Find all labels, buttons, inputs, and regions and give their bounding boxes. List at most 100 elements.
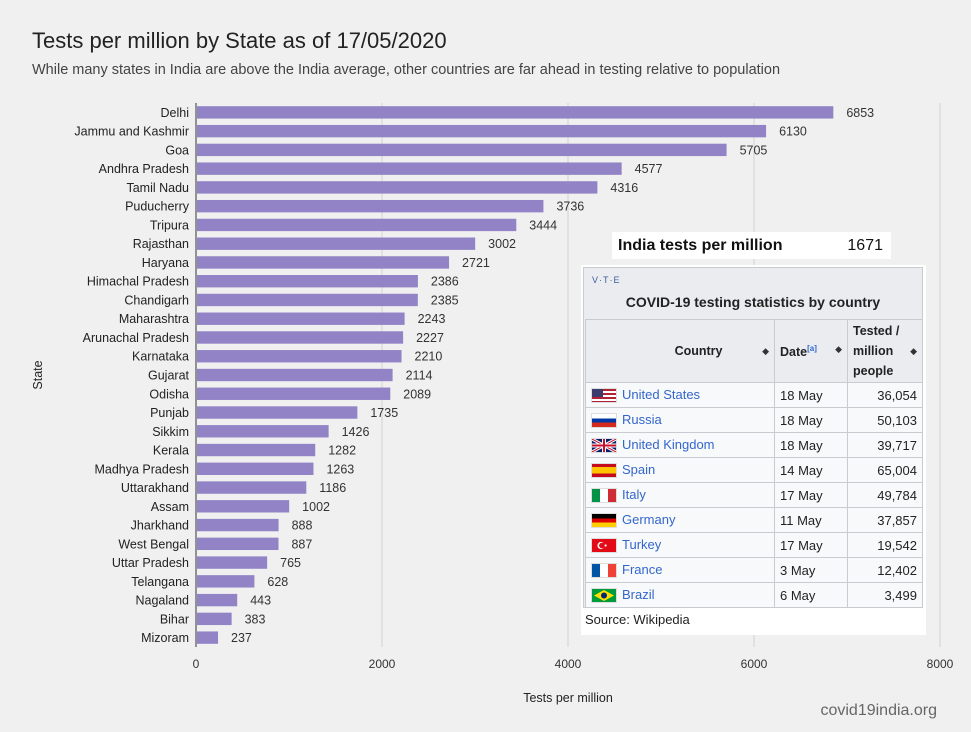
data-label: 2089	[403, 387, 431, 401]
data-label: 2210	[415, 350, 443, 364]
category-label: Madhya Pradesh	[94, 462, 189, 476]
sort-icon[interactable]: ◆	[835, 344, 842, 355]
turkey-flag-icon	[591, 538, 617, 554]
data-label: 6853	[846, 106, 874, 120]
tested-cell: 50,103	[847, 407, 923, 433]
france-flag-icon	[591, 563, 617, 579]
country-link[interactable]: Germany	[622, 511, 676, 527]
chart-title: Tests per million by State as of 17/05/2…	[32, 28, 447, 53]
country-cell: Germany	[585, 507, 775, 533]
bar	[197, 199, 544, 213]
bar	[197, 312, 405, 325]
data-label: 4577	[635, 162, 663, 176]
category-label: Maharashtra	[119, 312, 189, 326]
brazil-flag-icon	[591, 588, 617, 604]
data-label: 6130	[779, 125, 807, 139]
bar	[197, 218, 517, 232]
data-label: 4316	[610, 181, 638, 195]
table-row: United Kingdom 18 May 39,717	[585, 432, 923, 458]
category-label: Delhi	[161, 106, 190, 120]
y-axis-title: State	[31, 360, 45, 389]
bar	[197, 443, 316, 457]
col-header-country[interactable]: Country ◆	[585, 319, 775, 383]
col-header-tested[interactable]: Tested / million ◆ people	[847, 319, 923, 383]
table-row: France 3 May 12,402	[585, 557, 923, 583]
bar	[197, 181, 598, 194]
wiki-table: Country ◆ Date[a] ◆ Tested / million ◆ p…	[585, 319, 923, 608]
category-label: Himachal Pradesh	[87, 275, 189, 289]
sort-icon[interactable]: ◆	[910, 346, 917, 356]
date-cell: 18 May	[774, 407, 848, 433]
wiki-table-box: V·T·E COVID-19 testing statistics by cou…	[583, 267, 923, 608]
x-tick-label: 6000	[741, 657, 768, 671]
data-label: 3444	[529, 218, 557, 232]
category-label: Assam	[151, 500, 189, 514]
col-header-date[interactable]: Date[a] ◆	[774, 319, 848, 383]
table-row: Turkey 17 May 19,542	[585, 532, 923, 558]
category-label: Karnataka	[132, 350, 189, 364]
data-label: 2386	[431, 275, 459, 289]
category-label: Uttarakhand	[121, 481, 189, 495]
category-label: Gujarat	[148, 369, 190, 383]
country-link[interactable]: Russia	[622, 411, 662, 427]
bar	[197, 106, 834, 119]
table-row: Brazil 6 May 3,499	[585, 582, 923, 608]
category-label: Kerala	[153, 444, 189, 458]
bar	[197, 518, 279, 532]
sort-icon[interactable]: ◆	[762, 346, 769, 356]
date-cell: 18 May	[774, 382, 848, 408]
category-label: Nagaland	[135, 594, 189, 608]
x-tick-label: 2000	[369, 657, 396, 671]
data-label: 1282	[328, 444, 356, 458]
category-label: Tamil Nadu	[126, 181, 189, 195]
bar	[197, 593, 238, 607]
bar	[197, 406, 358, 419]
country-link[interactable]: Spain	[622, 461, 656, 477]
x-tick-label: 0	[193, 657, 200, 671]
country-link[interactable]: United Kingdom	[622, 436, 715, 452]
country-cell: Turkey	[585, 532, 775, 558]
bar	[197, 575, 255, 588]
country-cell: Russia	[585, 407, 775, 433]
bar	[197, 124, 767, 138]
category-label: Andhra Pradesh	[99, 162, 189, 176]
category-label: Arunachal Pradesh	[83, 331, 189, 345]
india-tests-value: 1671	[847, 236, 883, 254]
bar	[197, 387, 391, 400]
date-cell: 11 May	[774, 507, 848, 533]
date-cell: 14 May	[774, 457, 848, 483]
bar	[197, 612, 232, 626]
country-cell: Spain	[585, 457, 775, 483]
country-link[interactable]: United States	[622, 386, 701, 402]
country-cell: Italy	[585, 482, 775, 508]
bar	[197, 256, 450, 269]
data-label: 2385	[431, 293, 459, 307]
category-label: Goa	[165, 143, 189, 157]
bar	[197, 500, 290, 513]
country-link[interactable]: Turkey	[622, 536, 662, 552]
category-label: Bihar	[160, 612, 189, 626]
tested-cell: 12,402	[847, 557, 923, 583]
data-label: 237	[231, 631, 252, 645]
tested-cell: 37,857	[847, 507, 923, 533]
country-link[interactable]: Italy	[622, 486, 646, 502]
vte-links[interactable]: V·T·E	[592, 275, 621, 285]
date-footnote[interactable]: [a]	[807, 344, 817, 354]
data-label: 443	[250, 594, 271, 608]
table-row: Russia 18 May 50,103	[585, 407, 923, 433]
data-label: 1735	[370, 406, 398, 420]
bar	[197, 425, 329, 438]
category-label: Rajasthan	[133, 237, 189, 251]
category-label: Tripura	[150, 218, 189, 232]
country-link[interactable]: France	[622, 561, 663, 577]
category-label: Mizoram	[141, 631, 189, 645]
category-label: Haryana	[142, 256, 189, 270]
data-label: 3736	[556, 200, 584, 214]
uk-flag-icon	[591, 437, 617, 454]
data-label: 1002	[302, 500, 330, 514]
bar	[197, 631, 219, 644]
table-row: Spain 14 May 65,004	[585, 457, 923, 483]
country-link[interactable]: Brazil	[622, 586, 655, 602]
category-label: Telangana	[131, 575, 189, 589]
